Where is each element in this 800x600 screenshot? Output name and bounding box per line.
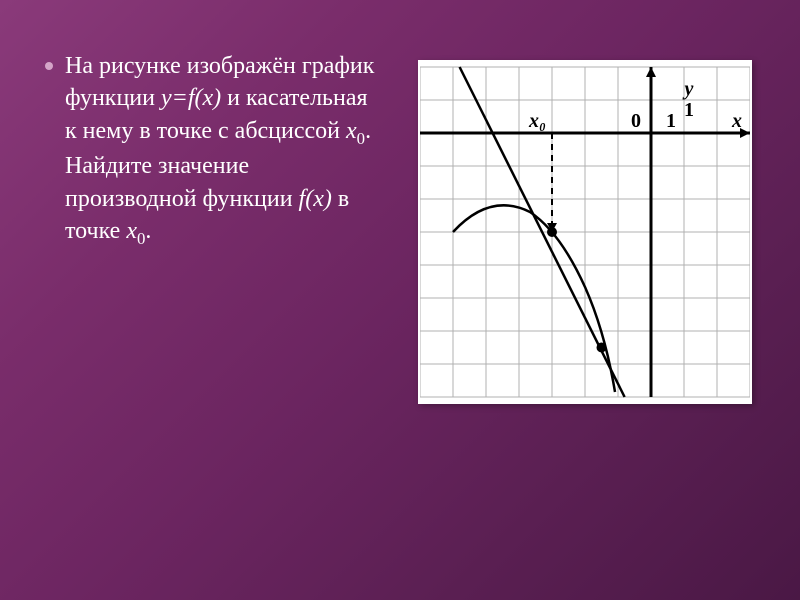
problem-text: На рисунке изображён график функции y=f(…	[65, 50, 385, 251]
svg-text:1: 1	[684, 99, 694, 121]
bullet-item: На рисунке изображён график функции y=f(…	[45, 50, 385, 251]
slide-container: На рисунке изображён график функции y=f(…	[0, 0, 800, 600]
svg-text:x₀: x₀	[528, 110, 546, 132]
x0-notation: x	[346, 118, 357, 144]
function-notation: f(x)	[299, 186, 332, 212]
chart-svg: y x 11 0 x₀	[420, 62, 750, 402]
text-fragment: .	[145, 218, 151, 244]
chart-box: y x 11 0 x₀	[418, 60, 752, 404]
svg-text:0: 0	[631, 110, 641, 132]
x0-notation: x	[126, 218, 137, 244]
svg-text:x: x	[731, 110, 742, 132]
text-panel: На рисунке изображён график функции y=f(…	[45, 50, 385, 550]
bullet-dot-icon	[45, 62, 53, 70]
svg-text:y: y	[683, 78, 694, 100]
svg-text:1: 1	[666, 110, 676, 132]
function-notation: y=f(x)	[161, 85, 221, 111]
chart-panel: y x 11 0 x₀	[415, 50, 755, 550]
subscript: 0	[357, 129, 365, 148]
